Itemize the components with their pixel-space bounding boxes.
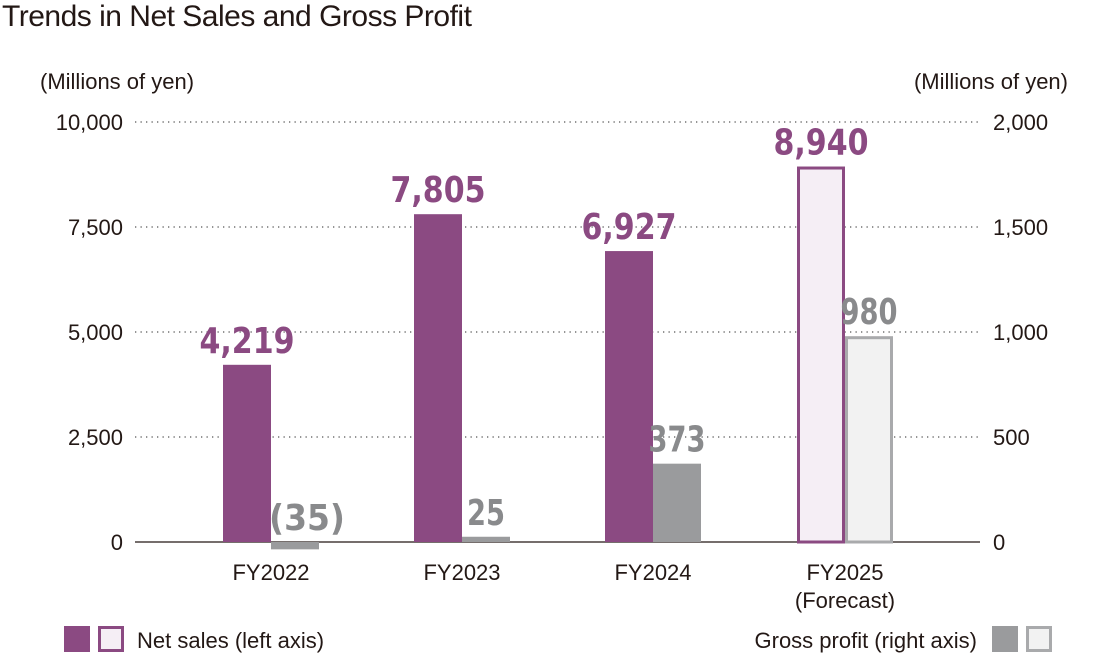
gross-profit-data-label: 373: [649, 420, 706, 461]
right-tick-label: 0: [993, 530, 1005, 555]
x-tick-label: FY2023: [423, 560, 500, 585]
right-tick-label: 1,500: [993, 215, 1048, 240]
net-sales-data-label: 8,940: [774, 123, 869, 164]
gross-profit-data-label: 980: [841, 292, 898, 333]
x-tick-label: FY2022: [232, 560, 309, 585]
chart-title: Trends in Net Sales and Gross Profit: [2, 0, 472, 33]
net-sales-bar: [223, 364, 271, 542]
x-tick-sublabel: (Forecast): [795, 588, 895, 613]
left-tick-label: 7,500: [68, 215, 123, 240]
net-sales-data-label: 7,805: [391, 170, 486, 211]
gross-profit-bar: [271, 542, 319, 550]
left-axis-unit: (Millions of yen): [40, 69, 194, 94]
x-tick-label: FY2024: [614, 560, 691, 585]
right-axis-unit: (Millions of yen): [914, 69, 1068, 94]
legend-swatch-net-sales: [64, 626, 90, 652]
legend-swatch-gross-profit: [992, 626, 1018, 652]
left-tick-label: 5,000: [68, 320, 123, 345]
right-tick-label: 500: [993, 425, 1030, 450]
left-tick-label: 2,500: [68, 425, 123, 450]
gross-profit-bar: [462, 536, 510, 542]
gross-profit-bar: [653, 463, 701, 542]
net-sales-bar: [414, 214, 462, 542]
gross-profit-data-label: (35): [269, 498, 345, 539]
left-tick-label: 10,000: [56, 110, 123, 135]
net-sales-data-label: 6,927: [582, 207, 677, 248]
left-tick-label: 0: [111, 530, 123, 555]
net-sales-bar-forecast: [797, 166, 845, 544]
net-sales-data-label: 4,219: [200, 321, 295, 362]
legend-swatch-net-sales-forecast: [98, 626, 124, 652]
gross-profit-data-label: 25: [467, 493, 505, 534]
legend-label-gross-profit: Gross profit (right axis): [755, 628, 978, 653]
x-tick-label: FY2025: [806, 560, 883, 585]
net-sales-bar: [605, 251, 653, 543]
right-tick-label: 1,000: [993, 320, 1048, 345]
gross-profit-bar-forecast: [845, 336, 893, 544]
legend-label-net-sales: Net sales (left axis): [137, 628, 324, 653]
right-tick-label: 2,000: [993, 110, 1048, 135]
legend-swatch-gross-profit-forecast: [1026, 626, 1052, 652]
